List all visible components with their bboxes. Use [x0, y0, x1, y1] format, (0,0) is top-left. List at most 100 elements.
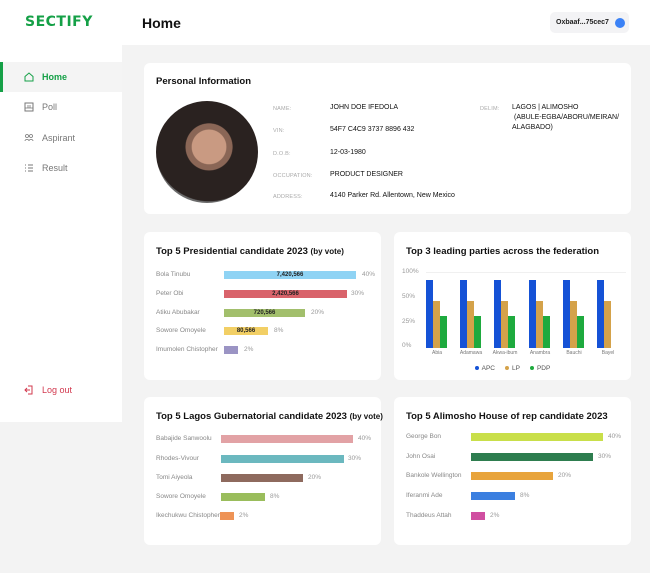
delim-value-line3: ALAGBADO): [512, 124, 553, 131]
bar-pct: 8%: [270, 493, 280, 500]
bar-lp[interactable]: [501, 301, 508, 348]
bar-lp[interactable]: [467, 301, 474, 348]
sidebar-item-poll[interactable]: Poll: [0, 92, 122, 122]
bar-pdp[interactable]: [474, 316, 481, 348]
y-tick: 50%: [402, 293, 416, 300]
chart-row: Peter Obi 2,420,566 30%: [144, 289, 381, 299]
sidebar-item-aspirant[interactable]: Aspirant: [0, 123, 122, 153]
bar[interactable]: [471, 512, 485, 520]
sidebar-item-result[interactable]: Result: [0, 153, 122, 183]
bar-apc[interactable]: [529, 280, 536, 348]
chart-row: Bola Tinubu 7,420,566 40%: [144, 270, 381, 280]
bar[interactable]: 80,566: [224, 327, 268, 335]
bar[interactable]: [221, 474, 303, 482]
bar[interactable]: [471, 433, 603, 441]
chart-row: Rhodes-Vivour 30%: [144, 454, 381, 464]
app-logo[interactable]: SECTIFY: [25, 14, 93, 30]
bar-pdp[interactable]: [543, 316, 550, 348]
bar-label: Bankole Wellington: [406, 472, 462, 479]
parties-chart-card: Top 3 leading parties across the federat…: [394, 232, 631, 380]
bar[interactable]: [221, 455, 344, 463]
bar-label: Bola Tinubu: [156, 271, 191, 278]
sidebar-item-label: Result: [42, 163, 68, 173]
bar-lp[interactable]: [536, 301, 543, 348]
y-tick: 100%: [402, 268, 419, 275]
bar-pct: 8%: [274, 327, 284, 334]
bar-label: Imumolen Chistopher: [156, 346, 218, 353]
page-title: Home: [142, 15, 181, 31]
bar-lp[interactable]: [604, 301, 611, 348]
bar-pdp[interactable]: [577, 316, 584, 348]
sidebar-item-label: Aspirant: [42, 133, 76, 143]
chart-title: Top 3 leading parties across the federat…: [406, 246, 600, 257]
bar-label: Iferanmi Ade: [406, 492, 443, 499]
name-value: JOHN DOE IFEDOLA: [330, 104, 399, 111]
bar-pct: 40%: [608, 433, 622, 440]
occupation-value: PRODUCT DESIGNER: [330, 171, 403, 178]
bar[interactable]: [471, 472, 553, 480]
wallet-button[interactable]: Oxbaaf...75cec7: [550, 12, 629, 33]
logout-label: Log out: [42, 385, 73, 395]
bar-pct: 20%: [558, 472, 572, 479]
legend-lp[interactable]: LP: [505, 365, 520, 372]
house-of-rep-chart-card: Top 5 Alimosho House of rep candidate 20…: [394, 397, 631, 545]
bar[interactable]: [471, 492, 515, 500]
logout-icon: [24, 385, 33, 395]
poll-icon: [24, 102, 34, 112]
chart-row: Sowore Omoyele 8%: [144, 492, 381, 502]
bar[interactable]: [224, 346, 238, 354]
bar-pct: 2%: [239, 512, 249, 519]
chart-row: George Bon 40%: [394, 432, 631, 442]
bar-pct: 30%: [351, 290, 365, 297]
chart-row: Ikechukwu Chistopher 2%: [144, 511, 381, 521]
bar-lp[interactable]: [433, 301, 440, 348]
card-title: Personal Information: [156, 76, 252, 87]
bar-label: Rhodes-Vivour: [156, 455, 199, 462]
chart-row: Iferanmi Ade 8%: [394, 491, 631, 501]
vin-value: 54F7 C4C9 3737 8896 432: [330, 126, 415, 133]
chart-legend: APC LP PDP: [394, 365, 631, 372]
bar-apc[interactable]: [460, 280, 467, 348]
gubernatorial-chart-card: Top 5 Lagos Gubernatorial candidate 2023…: [144, 397, 383, 545]
legend-apc[interactable]: APC: [474, 365, 495, 372]
bar-apc[interactable]: [597, 280, 604, 348]
bar[interactable]: [221, 435, 353, 443]
gridline: [426, 272, 626, 273]
bar[interactable]: [471, 453, 593, 461]
bar[interactable]: 7,420,566: [224, 271, 356, 279]
y-tick: 0%: [402, 342, 412, 349]
bar[interactable]: [220, 512, 234, 520]
bar-label: Sowore Omoyele: [156, 493, 206, 500]
bar-apc[interactable]: [494, 280, 501, 348]
bar-lp[interactable]: [570, 301, 577, 348]
legend-pdp[interactable]: PDP: [529, 365, 550, 372]
bar[interactable]: [221, 493, 265, 501]
bar-label: Atiku Abubakar: [156, 309, 200, 316]
bar-label: John Osai: [406, 453, 436, 460]
sidebar-item-home[interactable]: Home: [0, 62, 122, 92]
chart-row: Tomi Aiyeola 20%: [144, 473, 381, 483]
bar-label: Babajide Sanwoolu: [156, 435, 212, 442]
logout-button[interactable]: Log out: [24, 385, 72, 395]
bar-apc[interactable]: [426, 280, 433, 348]
bar-pct: 2%: [490, 512, 500, 519]
vin-label: VIN:: [273, 128, 285, 134]
bar-apc[interactable]: [563, 280, 570, 348]
dob-value: 12-03-1980: [330, 149, 366, 156]
bar-pdp[interactable]: [440, 316, 447, 348]
chart-row: Bankole Wellington 20%: [394, 471, 631, 481]
bar-pdp[interactable]: [508, 316, 515, 348]
bar-label: Ikechukwu Chistopher: [156, 512, 220, 519]
plot-area: [426, 272, 626, 348]
chart-row: Thaddeus Attah 2%: [394, 511, 631, 521]
bar-label: George Bon: [406, 433, 442, 440]
bar-pct: 30%: [598, 453, 612, 460]
sidebar-item-label: Home: [42, 72, 68, 82]
bar-label: Peter Obi: [156, 290, 184, 297]
bar[interactable]: 2,420,566: [224, 290, 347, 298]
bar[interactable]: 720,566: [224, 309, 305, 317]
top-bar: SECTIFY Home Oxbaaf...75cec7: [0, 0, 650, 45]
chart-row: Atiku Abubakar 720,566 20%: [144, 308, 381, 318]
x-tick: Akwa-ibum: [492, 350, 518, 356]
name-label: NAME:: [273, 106, 292, 112]
